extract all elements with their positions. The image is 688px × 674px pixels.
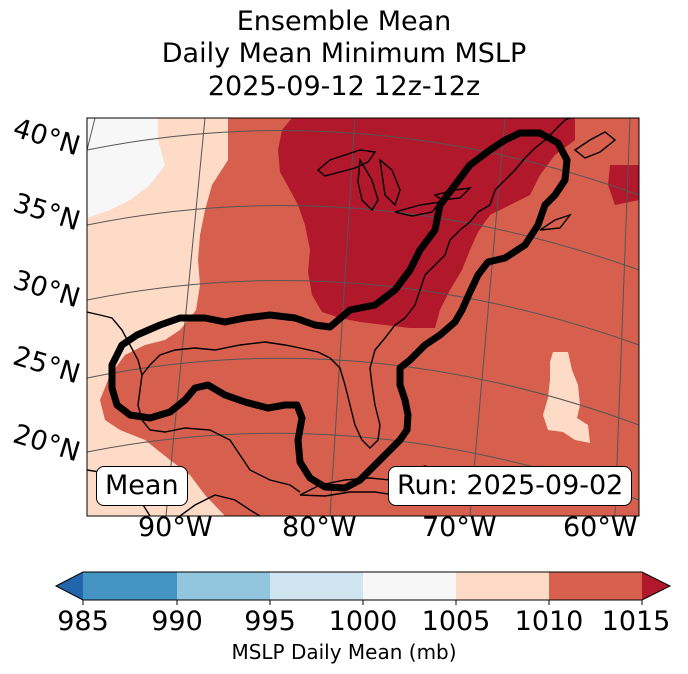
lon-label-80w: 80°W — [282, 512, 357, 543]
colorbar-tick-985: 985 — [57, 606, 109, 637]
colorbar-bin-1005-1010 — [456, 572, 549, 600]
colorbar-bin-1010-1015 — [549, 572, 642, 600]
title-line-2: Daily Mean Minimum MSLP — [161, 38, 527, 69]
colorbar — [54, 571, 672, 605]
colorbar-tick-1010: 1010 — [514, 606, 584, 637]
colorbar-tick-1005: 1005 — [421, 606, 491, 637]
map-frame — [86, 117, 640, 517]
colorbar-tick-1000: 1000 — [328, 606, 398, 637]
lon-label-70w: 70°W — [422, 512, 497, 543]
colorbar-over-arrow — [642, 572, 670, 600]
title-line-3: 2025-09-12 12z-12z — [207, 71, 481, 102]
colorbar-under-arrow — [56, 572, 83, 600]
field-1000-1005 — [87, 118, 165, 218]
mean-label-box: Mean — [96, 466, 188, 506]
field-over-1015-east — [608, 165, 639, 205]
field-1005-1010-atlantic — [543, 352, 590, 443]
map-content — [87, 118, 639, 516]
colorbar-bin-985-990 — [83, 572, 177, 600]
lon-label-90w: 90°W — [138, 512, 213, 543]
colorbar-bin-990-995 — [177, 572, 270, 600]
ensemble-outline-contour — [108, 129, 571, 492]
colorbar-tick-995: 995 — [244, 606, 296, 637]
title-line-1: Ensemble Mean — [236, 6, 452, 37]
field-1005-1010-west — [87, 118, 228, 516]
colorbar-bin-995-1000 — [270, 572, 363, 600]
colorbar-bin-1000-1005 — [363, 572, 456, 600]
run-date-label-box: Run: 2025-09-02 — [388, 466, 633, 506]
colorbar-axis-label: MSLP Daily Mean (mb) — [231, 640, 457, 664]
colorbar-tick-1015: 1015 — [601, 606, 671, 637]
colorbar-tick-990: 990 — [151, 606, 203, 637]
lon-label-60w: 60°W — [563, 512, 638, 543]
